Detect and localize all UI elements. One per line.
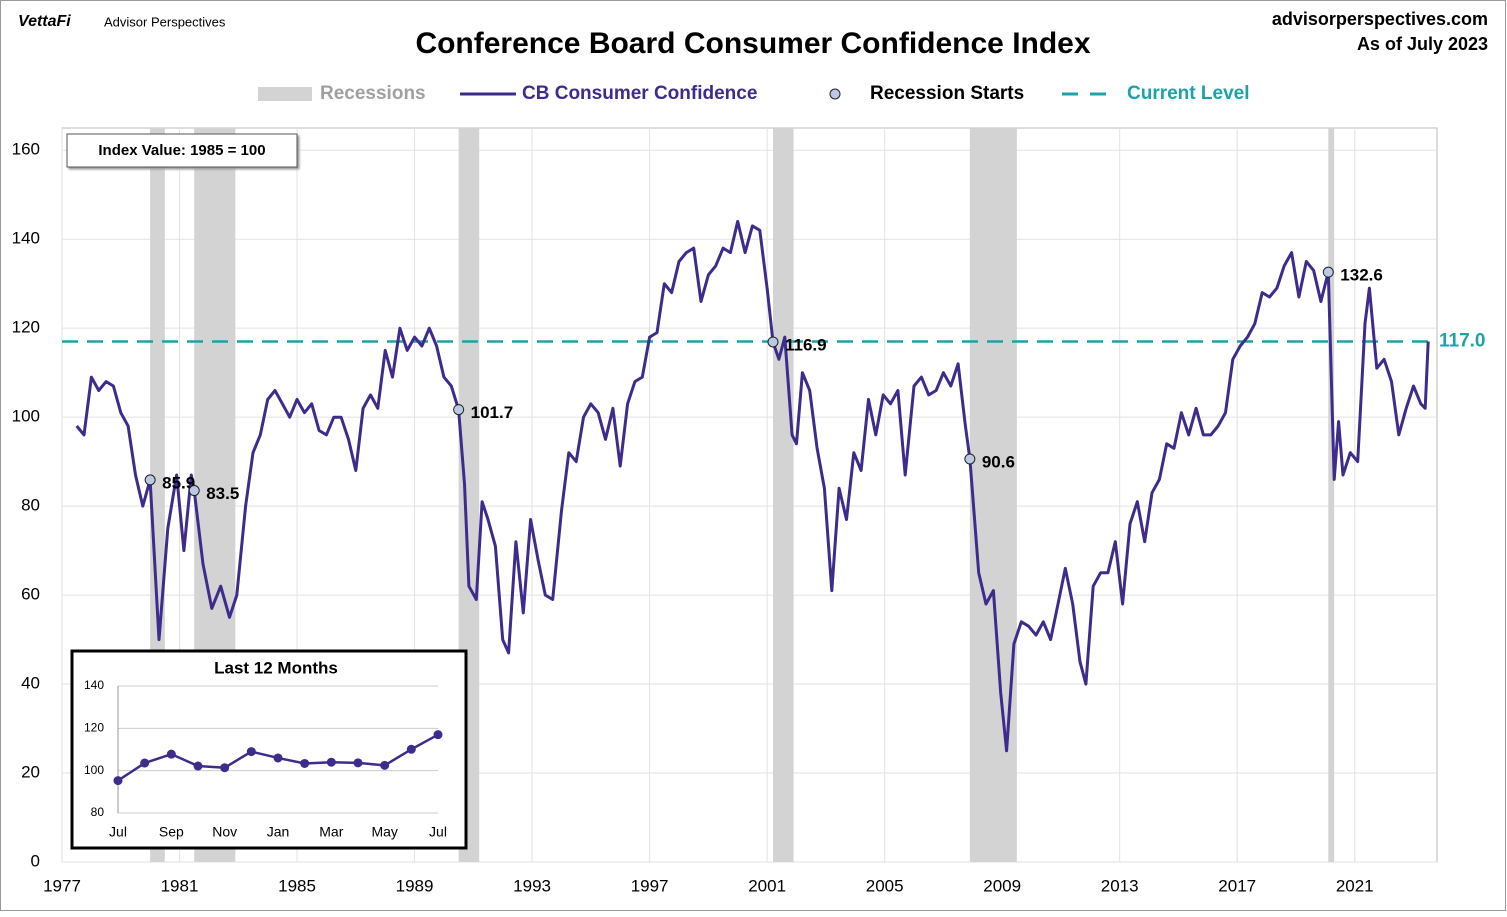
inset-y-tick-label: 100 <box>84 763 104 777</box>
as-of: As of July 2023 <box>1357 34 1488 54</box>
inset-y-tick-label: 140 <box>84 678 104 692</box>
inset-x-tick-label: Jul <box>429 824 447 840</box>
y-tick-label: 120 <box>12 318 40 337</box>
inset-point <box>140 758 150 768</box>
inset-point <box>220 763 230 773</box>
x-tick-label: 2005 <box>866 876 904 895</box>
inset-x-tick-label: Nov <box>212 824 237 840</box>
legend-dot-swatch <box>829 88 841 100</box>
inset-point <box>353 758 363 768</box>
recession-start <box>188 485 200 497</box>
inset-point <box>433 730 443 740</box>
x-tick-label: 2013 <box>1101 876 1139 895</box>
legend-label: Current Level <box>1127 83 1249 104</box>
x-tick-label: 2001 <box>748 876 786 895</box>
recession-band <box>1328 128 1335 862</box>
chart-title: Conference Board Consumer Confidence Ind… <box>415 27 1090 60</box>
sub-brand: Advisor Perspectives <box>104 14 226 29</box>
recession-start <box>1322 266 1334 278</box>
brand: VettaFi <box>18 13 71 30</box>
annotation: Index Value: 1985 = 100 <box>98 142 265 159</box>
x-tick-label: 1981 <box>161 876 199 895</box>
x-tick-label: 1993 <box>513 876 551 895</box>
x-tick-label: 1985 <box>278 876 316 895</box>
recession-start-label: 90.6 <box>982 452 1015 471</box>
recession-start <box>144 474 156 486</box>
recession-start-label: 132.6 <box>1340 266 1383 285</box>
annotation-box <box>66 133 298 168</box>
inset-point <box>113 776 123 786</box>
y-tick-label: 40 <box>21 674 40 693</box>
inset-point <box>193 761 203 771</box>
inset-box <box>70 649 468 850</box>
recession-start <box>453 404 465 416</box>
inset-point <box>273 753 283 763</box>
recession-start-label: 83.5 <box>206 484 239 503</box>
y-tick-label: 160 <box>12 140 40 159</box>
x-tick-label: 2017 <box>1218 876 1256 895</box>
inset-title: Last 12 Months <box>214 658 338 677</box>
recession-band <box>969 128 1017 862</box>
site: advisorperspectives.com <box>1272 9 1488 29</box>
inset-y-tick-label: 120 <box>84 721 104 735</box>
legend-label: Recessions <box>320 83 426 104</box>
recession-start <box>964 453 976 465</box>
recession-start-label: 85.9 <box>162 473 195 492</box>
y-tick-label: 80 <box>21 496 40 515</box>
inset-y-tick-label: 80 <box>91 805 105 819</box>
recession-band <box>773 128 794 862</box>
legend-recession-swatch <box>258 87 312 101</box>
inset-x-tick-label: Sep <box>159 824 184 840</box>
y-tick-label: 100 <box>12 407 40 426</box>
series-line <box>75 219 1430 753</box>
recession-start-label: 116.9 <box>785 335 827 354</box>
inset-x-tick-label: Jan <box>267 824 290 840</box>
x-tick-label: 1997 <box>631 876 669 895</box>
inset-x-tick-label: Mar <box>319 824 343 840</box>
y-tick-label: 0 <box>31 851 40 870</box>
recession-start <box>767 336 779 348</box>
inset-x-tick-label: May <box>371 824 397 840</box>
inset-point <box>246 747 256 757</box>
recession-start-label: 101.7 <box>471 403 514 422</box>
inset-point <box>166 749 176 759</box>
y-tick-label: 140 <box>12 229 40 248</box>
inset-x-tick-label: Jul <box>109 824 127 840</box>
y-tick-label: 20 <box>21 763 40 782</box>
x-tick-label: 1989 <box>396 876 434 895</box>
legend-label: Recession Starts <box>870 83 1024 104</box>
y-tick-label: 60 <box>21 585 40 604</box>
inset-point <box>326 757 336 767</box>
current-level-label: 117.0 <box>1439 331 1486 352</box>
x-tick-label: 1977 <box>43 876 81 895</box>
x-tick-label: 2009 <box>983 876 1021 895</box>
inset-point <box>380 760 390 770</box>
legend-label: CB Consumer Confidence <box>522 83 757 104</box>
inset-point <box>406 744 416 754</box>
inset-point <box>300 758 310 768</box>
x-tick-label: 2021 <box>1336 876 1374 895</box>
